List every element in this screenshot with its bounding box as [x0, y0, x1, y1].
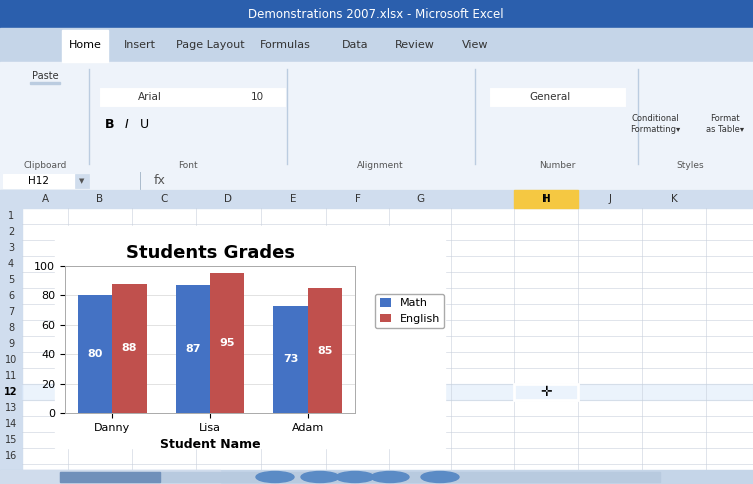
Text: 12: 12: [5, 387, 18, 397]
Bar: [175, 285, 210, 413]
Ellipse shape: [301, 471, 339, 483]
Bar: [112, 284, 147, 413]
Text: H12: H12: [29, 176, 50, 186]
Text: ✛: ✛: [540, 385, 552, 399]
Text: 8: 8: [8, 323, 14, 333]
Bar: [490, 88, 625, 106]
X-axis label: Student Name: Student Name: [160, 439, 261, 451]
Bar: [210, 273, 244, 413]
Text: 4: 4: [8, 259, 14, 269]
Text: D: D: [224, 194, 233, 204]
Text: Paste: Paste: [32, 71, 58, 81]
Ellipse shape: [336, 471, 374, 483]
Text: Formulas: Formulas: [260, 40, 310, 50]
Text: Data: Data: [342, 40, 368, 50]
Text: Clipboard: Clipboard: [23, 162, 67, 170]
Ellipse shape: [421, 471, 459, 483]
Legend: Math, English: Math, English: [375, 294, 444, 328]
Text: Format
as Table▾: Format as Table▾: [706, 114, 744, 134]
Text: K: K: [671, 194, 678, 204]
Text: 80: 80: [87, 349, 103, 359]
Text: C: C: [160, 194, 168, 204]
Bar: [55, 226, 445, 448]
Bar: [0, 62, 753, 172]
Text: G: G: [416, 194, 424, 204]
Bar: [0, 172, 753, 190]
Text: Page Layout: Page Layout: [175, 40, 244, 50]
Bar: [514, 190, 578, 208]
Text: General: General: [529, 92, 571, 102]
Bar: [0, 190, 22, 470]
Text: 16: 16: [5, 451, 17, 461]
Text: 14: 14: [5, 419, 17, 429]
Text: fx: fx: [154, 175, 166, 187]
Text: 15: 15: [5, 435, 17, 445]
Bar: [3, 174, 75, 188]
Ellipse shape: [256, 471, 294, 483]
Bar: [0, 0, 50, 28]
Text: Styles: Styles: [676, 162, 704, 170]
Bar: [100, 88, 285, 106]
Bar: [0, 0, 753, 28]
Text: 73: 73: [283, 354, 298, 364]
Bar: [0, 190, 753, 208]
Text: A: A: [41, 194, 48, 204]
Text: 7: 7: [8, 307, 14, 317]
Bar: [60, 472, 660, 482]
Text: 13: 13: [5, 403, 17, 413]
Text: Review: Review: [395, 40, 435, 50]
Text: 3: 3: [8, 243, 14, 253]
Text: Alignment: Alignment: [357, 162, 404, 170]
Text: 6: 6: [8, 291, 14, 301]
Bar: [240, 88, 280, 106]
Text: 95: 95: [219, 338, 235, 348]
Text: View: View: [462, 40, 488, 50]
Text: E: E: [290, 194, 297, 204]
Bar: [30, 82, 60, 84]
Text: 10: 10: [251, 92, 264, 102]
Bar: [60, 472, 160, 482]
Text: Insert: Insert: [124, 40, 156, 50]
Bar: [273, 306, 308, 413]
Text: J: J: [608, 194, 611, 204]
Text: 85: 85: [317, 346, 332, 356]
Text: ▼: ▼: [79, 178, 84, 184]
Text: 9: 9: [8, 339, 14, 349]
Text: 5: 5: [8, 275, 14, 285]
Bar: [62, 30, 108, 62]
Bar: [22, 384, 753, 400]
Text: 88: 88: [122, 343, 137, 353]
Bar: [308, 288, 342, 413]
Text: 87: 87: [185, 344, 200, 354]
Ellipse shape: [371, 471, 409, 483]
Bar: [0, 470, 220, 484]
Bar: [75, 174, 89, 188]
Text: B: B: [96, 194, 104, 204]
Text: H: H: [541, 194, 550, 204]
Text: Font: Font: [178, 162, 198, 170]
Text: I: I: [544, 194, 547, 204]
Text: Number: Number: [539, 162, 575, 170]
Text: Home: Home: [69, 40, 102, 50]
Text: Conditional
Formatting▾: Conditional Formatting▾: [630, 114, 680, 134]
Text: U: U: [139, 118, 148, 131]
Bar: [514, 384, 578, 400]
Bar: [0, 190, 753, 470]
Text: 11: 11: [5, 371, 17, 381]
Text: 10: 10: [5, 355, 17, 365]
Text: 2: 2: [8, 227, 14, 237]
Text: 1: 1: [8, 211, 14, 221]
Text: B: B: [105, 118, 114, 131]
Text: Arial: Arial: [138, 92, 162, 102]
Bar: [78, 295, 112, 413]
Bar: [0, 470, 753, 484]
Text: I: I: [125, 118, 129, 131]
Title: Students Grades: Students Grades: [126, 243, 294, 262]
Bar: [0, 28, 753, 62]
Text: Demonstrations 2007.xlsx - Microsoft Excel: Demonstrations 2007.xlsx - Microsoft Exc…: [248, 7, 504, 20]
Text: F: F: [355, 194, 361, 204]
